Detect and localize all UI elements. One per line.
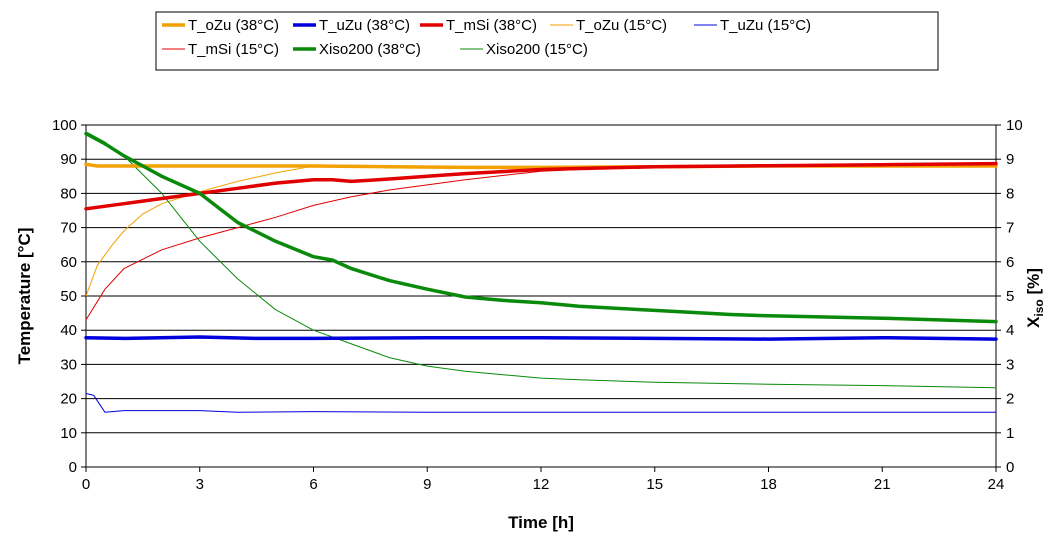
y-right-tick-label: 7 <box>1006 220 1014 237</box>
series-line-xiso200-38-c <box>84 131 998 324</box>
legend-label: T_uZu (15°C) <box>720 17 811 34</box>
x-axis: 0 3 6 9 12 15 18 21 24 <box>82 467 1005 493</box>
y-axis-left-title: Temperature [°C] <box>15 228 34 365</box>
y-right-tick-label: 2 <box>1006 391 1014 408</box>
gridlines <box>86 158 996 434</box>
y-left-tick-label: 40 <box>60 322 77 339</box>
legend: T_oZu (38°C) T_uZu (38°C) T_mSi (38°C) T_oZ… <box>155 11 939 71</box>
legend-box <box>155 11 939 71</box>
legend-label: T_mSi (15°C) <box>188 41 279 58</box>
x-tick-label: 6 <box>309 476 317 493</box>
y-right-tick-label: 0 <box>1006 459 1014 476</box>
legend-label: T_oZu (15°C) <box>576 17 667 34</box>
y-left-tick-label: 70 <box>60 220 77 237</box>
y-right-tick-label: 6 <box>1006 254 1014 271</box>
x-axis-title: Time [h] <box>508 513 574 532</box>
x-tick-label: 12 <box>533 476 550 493</box>
y-right-tick-label: 10 <box>1006 117 1023 134</box>
y-axis-right: 0 1 2 3 4 5 6 7 8 9 10 <box>996 117 1023 476</box>
series-line-t-uzu-38-c <box>84 335 998 341</box>
x-tick-label: 3 <box>196 476 204 493</box>
y-left-tick-label: 60 <box>60 254 77 271</box>
legend-label: T_uZu (38°C) <box>319 17 410 34</box>
series-layer <box>84 131 998 413</box>
y-left-tick-label: 10 <box>60 425 77 442</box>
x-tick-label: 18 <box>760 476 777 493</box>
x-tick-label: 0 <box>82 476 90 493</box>
y-axis-right-title: Xiso [%] <box>1024 268 1046 328</box>
x-tick-label: 9 <box>423 476 431 493</box>
x-tick-label: 15 <box>646 476 663 493</box>
x-tick-label: 21 <box>874 476 891 493</box>
y-left-tick-label: 30 <box>60 356 77 373</box>
legend-label: T_mSi (38°C) <box>446 17 537 34</box>
y-left-tick-label: 50 <box>60 288 77 305</box>
y-left-tick-label: 90 <box>60 151 77 168</box>
y-left-tick-label: 80 <box>60 185 77 202</box>
series-line-xiso200-15-c <box>85 131 997 389</box>
y-right-tick-label: 1 <box>1006 425 1014 442</box>
y-left-tick-label: 20 <box>60 391 77 408</box>
y-right-tick-label: 5 <box>1006 288 1014 305</box>
y-left-tick-label: 100 <box>52 117 77 134</box>
series-line-t-uzu-15-c <box>85 393 997 413</box>
legend-label: T_oZu (38°C) <box>188 17 279 34</box>
y-axis-right-title-main: X <box>1024 316 1043 328</box>
y-right-tick-label: 9 <box>1006 151 1014 168</box>
x-tick-label: 24 <box>988 476 1005 493</box>
y-axis-left: 0 10 20 30 40 50 60 70 80 90 100 <box>52 117 86 476</box>
y-axis-right-title-sub: iso <box>1032 299 1046 316</box>
legend-label: Xiso200 (15°C) <box>486 41 588 58</box>
y-left-tick-label: 0 <box>69 459 77 476</box>
y-right-tick-label: 8 <box>1006 185 1014 202</box>
legend-label: Xiso200 (38°C) <box>319 41 421 58</box>
y-right-tick-label: 3 <box>1006 356 1014 373</box>
series-line-t-msi-38-c <box>84 161 998 211</box>
y-right-tick-label: 4 <box>1006 322 1014 339</box>
y-axis-right-title-unit: [%] <box>1024 268 1043 299</box>
